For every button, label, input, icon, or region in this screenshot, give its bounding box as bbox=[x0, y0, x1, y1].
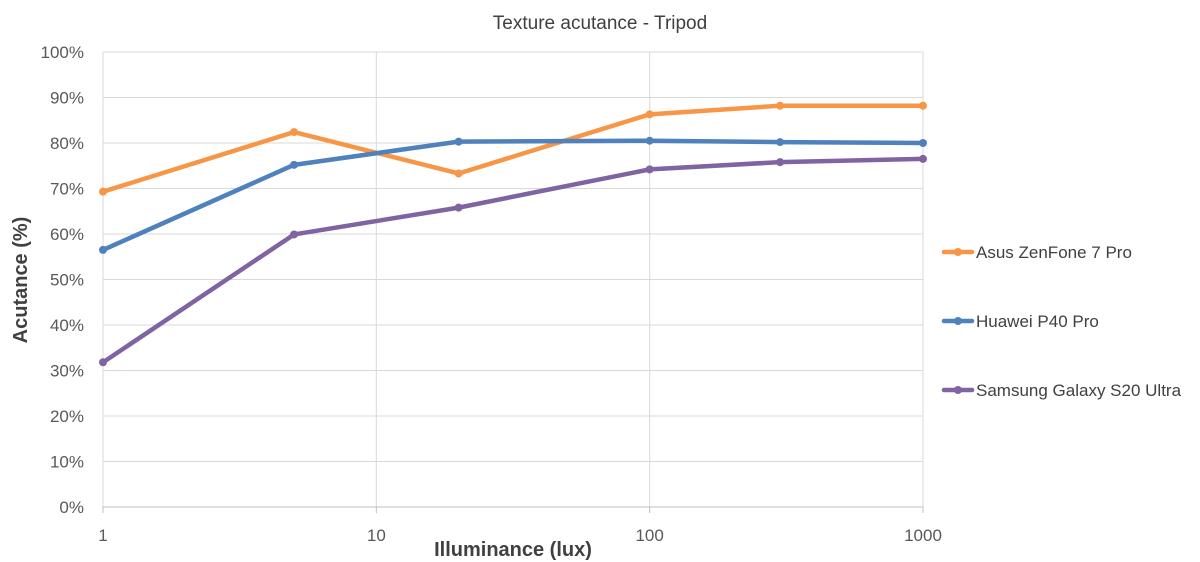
data-point bbox=[776, 158, 785, 167]
y-tick-label: 100% bbox=[41, 43, 84, 62]
data-point bbox=[776, 138, 785, 147]
data-point bbox=[645, 110, 654, 119]
axes: 0% 10% 20% 30% 40% 50% 60% 70% 80% 90% 100% 1 10 100 1… bbox=[41, 43, 942, 545]
y-tick-label: 50% bbox=[50, 271, 84, 290]
data-point bbox=[99, 187, 107, 196]
x-tick-label: 10 bbox=[367, 526, 386, 545]
gridlines bbox=[102, 51, 924, 508]
data-point bbox=[290, 128, 299, 137]
legend-marker bbox=[954, 386, 962, 394]
y-axis-title: Acutance (%) bbox=[10, 217, 32, 344]
data-point bbox=[919, 154, 927, 163]
data-point bbox=[290, 230, 299, 239]
data-point bbox=[290, 160, 299, 169]
legend-marker bbox=[954, 248, 962, 256]
series-line bbox=[100, 103, 926, 194]
data-point bbox=[454, 137, 463, 146]
y-tick-label: 80% bbox=[50, 134, 84, 153]
y-tick-label: 10% bbox=[50, 453, 84, 472]
series-line bbox=[100, 138, 926, 253]
x-axis-title: Illuminance (lux) bbox=[434, 539, 592, 561]
data-point bbox=[919, 101, 927, 110]
y-tick-label: 90% bbox=[50, 89, 84, 108]
data-point bbox=[919, 139, 927, 147]
data-point bbox=[454, 169, 463, 178]
legend: Asus ZenFone 7 Pro Huawei P40 Pro Samsung … bbox=[941, 243, 1182, 400]
data-point bbox=[776, 101, 785, 110]
legend-label: Samsung Galaxy S20 Ultra bbox=[976, 381, 1182, 400]
chart-title: Texture acutance - Tripod bbox=[493, 13, 707, 34]
legend-label: Huawei P40 Pro bbox=[976, 312, 1099, 331]
legend-marker bbox=[954, 317, 962, 325]
x-tick-label: 1000 bbox=[904, 526, 942, 545]
y-tick-label: 30% bbox=[50, 362, 84, 381]
data-point bbox=[645, 165, 654, 174]
data-point bbox=[99, 245, 107, 254]
series-lines bbox=[99, 101, 927, 367]
y-tick-label: 70% bbox=[50, 180, 84, 199]
x-tick-label: 100 bbox=[635, 526, 663, 545]
data-point bbox=[454, 203, 463, 212]
x-tick-label: 1 bbox=[98, 526, 107, 545]
series-line bbox=[100, 156, 926, 365]
y-tick-label: 40% bbox=[50, 316, 84, 335]
data-point bbox=[645, 136, 654, 145]
y-tick-label: 0% bbox=[59, 498, 84, 517]
legend-label: Asus ZenFone 7 Pro bbox=[976, 243, 1132, 262]
y-tick-label: 60% bbox=[50, 225, 84, 244]
data-point bbox=[99, 358, 107, 367]
y-tick-label: 20% bbox=[50, 407, 84, 426]
